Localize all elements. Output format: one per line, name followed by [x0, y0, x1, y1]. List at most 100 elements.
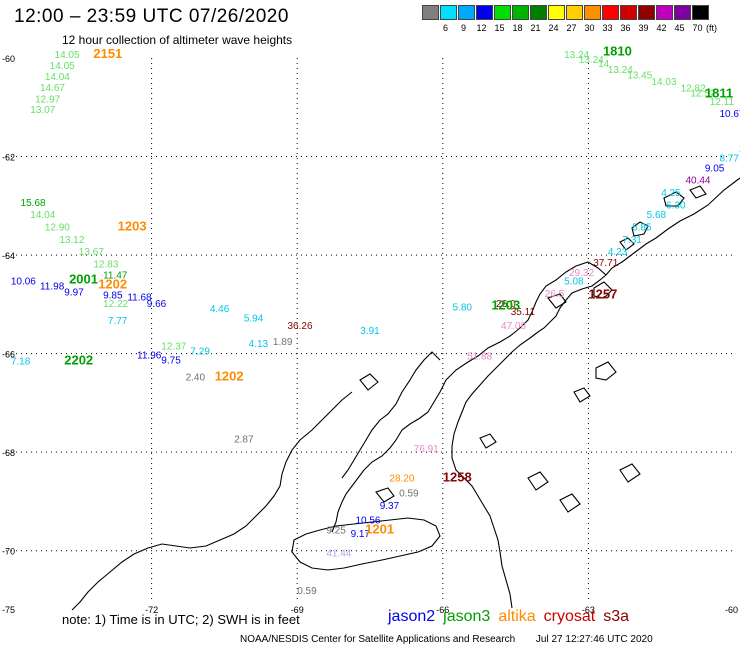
swh-value-label: 0.59	[399, 489, 419, 500]
swh-value-label: 14	[598, 59, 610, 70]
scale-swatch	[638, 5, 655, 20]
lat-tick-label: -64	[2, 251, 15, 261]
swh-value-label: 10.67	[719, 109, 740, 120]
scale-label: 15	[494, 23, 505, 33]
pass-time-label: 1258	[443, 470, 472, 485]
swh-value-label: 9.97	[64, 287, 84, 298]
swh-value-label: 7.18	[11, 356, 31, 367]
island-10	[573, 387, 591, 403]
swh-value-label: 9.85	[103, 290, 123, 301]
lon-tick-label: -75	[2, 605, 15, 615]
island-9	[595, 361, 617, 381]
swh-observations: 14.0514.0514.0414.6712.9713.0713.2413.24…	[11, 50, 740, 597]
scale-label: 6	[442, 23, 448, 33]
swh-value-label: 2.40	[186, 373, 206, 384]
swh-value-label: 15.68	[21, 198, 46, 209]
swh-value-label: 28.20	[389, 474, 414, 485]
graticule	[6, 58, 734, 600]
swh-value-label: 14.04	[30, 210, 55, 221]
swh-value-label: 36.26	[287, 321, 312, 332]
scale-swatch	[674, 5, 691, 20]
swh-value-label: 51.88	[467, 352, 492, 363]
swh-value-label: 9.05	[705, 163, 725, 174]
scale-unit: (ft)	[706, 23, 717, 33]
scale-label: 27	[566, 23, 577, 33]
satellite-legend: jason2 jason3 altika cryosat s3a	[388, 608, 637, 626]
swh-value-label: 11.47	[103, 271, 128, 282]
island-7	[375, 487, 395, 503]
scale-label: 9	[460, 23, 466, 33]
swh-value-label: 14.67	[40, 83, 65, 94]
legend-entry-altika: altika	[498, 608, 536, 625]
lat-tick-label: -66	[2, 350, 15, 360]
island-5	[593, 281, 613, 299]
swh-value-label: 13.12	[59, 235, 84, 246]
scale-swatch	[602, 5, 619, 20]
swh-value-label: 12.52	[690, 88, 715, 99]
pass-time-label: 1257	[588, 286, 617, 301]
island-4	[689, 185, 707, 199]
swh-value-label: 5.08	[564, 277, 584, 288]
lat-tick-label: -68	[2, 448, 15, 458]
footnote: note: 1) Time is in UTC; 2) SWH is in fe…	[62, 612, 300, 627]
swh-value-label: 13.24	[608, 65, 633, 76]
lon-tick-label: -60	[725, 605, 738, 615]
scale-swatch	[440, 5, 457, 20]
scale-swatch	[476, 5, 493, 20]
pass-time-label: 1203	[491, 297, 520, 312]
scale-label: 39	[638, 23, 649, 33]
scale-label: 45	[674, 23, 685, 33]
coastline-southwest	[71, 391, 353, 611]
swh-value-label: 41.44	[326, 549, 351, 560]
swh-value-label: 13.24	[564, 50, 589, 61]
swh-value-label: 7.29	[190, 347, 210, 358]
swh-value-label: 9.17	[351, 529, 371, 540]
swh-value-label: 5.94	[244, 314, 264, 325]
scale-swatch	[512, 5, 529, 20]
swh-value-label: 12.11	[710, 97, 735, 108]
scale-label: 33	[602, 23, 613, 33]
swh-value-label: 13.24	[579, 55, 604, 66]
swh-value-label: 12.82	[681, 84, 706, 95]
map-title: 12:00 – 23:59 UTC 07/26/2020	[14, 6, 289, 27]
swh-value-label: 12.22	[103, 299, 128, 310]
lon-tick-label: -66	[436, 605, 449, 615]
swh-value-label: 76.91	[414, 444, 439, 455]
axis-tick-labels: -60 -62 -64 -66 -68 -70 -75 -72 -69 -66 -63 -60	[2, 54, 738, 615]
swh-value-label: 35.11	[511, 307, 536, 318]
scale-swatch	[494, 5, 511, 20]
swh-value-label: 9.66	[147, 299, 167, 310]
swh-value-label: 10.56	[355, 516, 380, 527]
lat-tick-label: -60	[2, 54, 15, 64]
swh-value-label: 11.68	[127, 292, 152, 303]
swh-value-label: 14.03	[651, 77, 676, 88]
legend-entry-cryosat: cryosat	[543, 608, 596, 625]
swh-value-label: 11.98	[40, 282, 65, 293]
island-12	[527, 471, 549, 491]
swh-value-label: 26.5	[545, 289, 565, 300]
pass-time-label: 2001	[69, 272, 98, 287]
scale-swatch	[530, 5, 547, 20]
island-13	[559, 493, 581, 513]
island-11	[359, 373, 379, 391]
swh-value-label: 37.71	[593, 258, 618, 269]
scale-swatch	[584, 5, 601, 20]
swh-value-label: 5.80	[453, 302, 473, 313]
island-2	[619, 237, 635, 251]
swh-value-label: 12.83	[93, 259, 118, 270]
swh-value-label: 6.30	[666, 200, 686, 211]
swh-value-label: 11.96	[137, 351, 162, 362]
lon-tick-label: -63	[582, 605, 595, 615]
pass-time-label: 1203	[118, 218, 147, 233]
lat-tick-label: -70	[2, 547, 15, 557]
generation-timestamp: Jul 27 12:27:46 UTC 2020	[535, 634, 653, 645]
scale-swatch	[458, 5, 475, 20]
pass-time-label: 1811	[705, 85, 733, 100]
map-subtitle: 12 hour collection of altimeter wave hei…	[62, 33, 293, 47]
swh-value-label: 14.05	[50, 61, 75, 72]
lon-tick-label: -72	[145, 605, 158, 615]
swh-value-label: 0.59	[297, 586, 317, 597]
scale-swatch	[548, 5, 565, 20]
pass-time-label: 1202	[215, 369, 244, 384]
swh-value-label: 13.67	[79, 247, 104, 258]
